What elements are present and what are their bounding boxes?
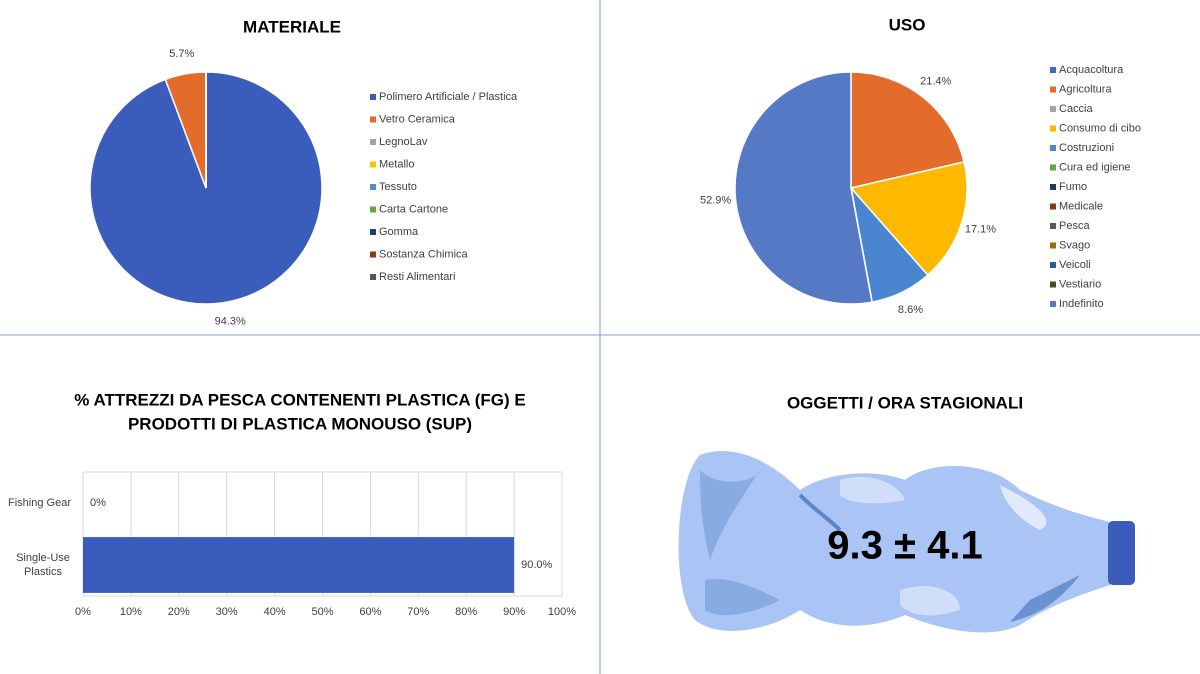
bottle-body <box>678 450 1110 633</box>
legend-label: Veicoli <box>1059 259 1091 271</box>
pie-slice <box>850 71 965 189</box>
legend-label: Gomma <box>379 226 419 238</box>
pie-slice <box>734 71 873 305</box>
legend-label: Resti Alimentari <box>379 271 455 283</box>
chart-title: PRODOTTI DI PLASTICA MONOUSO (SUP) <box>128 414 472 433</box>
x-tick-label: 60% <box>359 606 381 618</box>
x-tick-label: 100% <box>548 606 576 618</box>
data-label: 52.9% <box>700 194 731 206</box>
data-label: 8.6% <box>898 304 923 316</box>
legend-label: Metallo <box>379 158 414 170</box>
legend-marker <box>1050 125 1056 132</box>
legend-label: Sostanza Chimica <box>379 248 469 260</box>
x-tick-label: 10% <box>120 606 142 618</box>
x-tick-label: 80% <box>455 606 477 618</box>
pie-slice <box>849 161 968 277</box>
bottle-cap <box>1108 521 1135 585</box>
legend-marker <box>1050 262 1056 268</box>
legend-marker <box>1050 145 1056 151</box>
data-label: 0% <box>90 497 106 509</box>
legend-label: Fumo <box>1059 181 1087 193</box>
legend-label: LegnoLav <box>379 136 428 148</box>
bar <box>83 537 515 593</box>
legend-marker <box>1050 86 1056 93</box>
legend-marker <box>1050 203 1056 210</box>
legend-label: Vetro Ceramica <box>379 113 456 125</box>
x-tick-label: 0% <box>75 606 91 618</box>
x-tick-label: 90% <box>503 606 525 618</box>
chart-title: MATERIALE <box>243 17 341 36</box>
legend-label: Acquacoltura <box>1059 64 1124 76</box>
data-label: 21.4% <box>920 76 951 88</box>
reflection <box>1000 485 1047 530</box>
legend-marker <box>1050 242 1056 249</box>
legend-marker <box>370 206 376 213</box>
legend-label: Vestiario <box>1059 278 1101 290</box>
legend-label: Indefinito <box>1059 298 1104 310</box>
legend-label: Agricoltura <box>1059 83 1112 95</box>
x-tick-label: 50% <box>311 606 333 618</box>
bottle <box>678 450 1135 633</box>
legend-marker <box>370 94 376 100</box>
legend-label: Svago <box>1059 239 1090 251</box>
legend-marker <box>370 139 376 145</box>
y-tick-label: Fishing Gear <box>8 497 71 509</box>
data-label: 17.1% <box>965 224 996 236</box>
x-tick-label: 70% <box>407 606 429 618</box>
reflection <box>840 476 905 504</box>
legend-label: Costruzioni <box>1059 142 1114 154</box>
reflection <box>798 493 842 532</box>
data-label: 90.0% <box>521 559 552 571</box>
legend-label: Caccia <box>1059 103 1094 115</box>
reflection <box>1010 575 1080 622</box>
legend-label: Polimero Artificiale / Plastica <box>379 91 518 103</box>
legend-label: Consumo di cibo <box>1059 122 1141 134</box>
reflection <box>900 586 960 616</box>
legend-label: Pesca <box>1059 220 1090 232</box>
legend-label: Cura ed igiene <box>1059 161 1131 173</box>
plot-frame <box>82 471 563 597</box>
legend-marker <box>1050 223 1056 229</box>
chart-title: USO <box>889 15 926 34</box>
legend-marker <box>1050 184 1056 190</box>
legend-marker <box>370 229 376 235</box>
legend-marker <box>370 161 376 168</box>
x-tick-label: 20% <box>168 606 190 618</box>
y-tick-label: Single-Use Plastics <box>16 552 70 578</box>
legend-marker <box>370 274 376 280</box>
stat-title: OGGETTI / ORA STAGIONALI <box>787 393 1023 412</box>
reflection <box>700 470 760 560</box>
data-label: 94.3% <box>215 316 246 328</box>
legend-label: Tessuto <box>379 181 417 193</box>
legend-marker <box>1050 164 1056 171</box>
legend-marker <box>370 251 376 258</box>
legend-marker <box>370 116 376 123</box>
stat-value: 9.3 ± 4.1 <box>827 524 982 568</box>
legend-label: Carta Cartone <box>379 203 448 215</box>
legend-marker <box>1050 281 1056 288</box>
legend-label: Medicale <box>1059 200 1103 212</box>
legend-marker <box>370 184 376 190</box>
data-label: 5.7% <box>169 48 194 60</box>
x-tick-label: 40% <box>264 606 286 618</box>
x-tick-label: 30% <box>216 606 238 618</box>
legend-marker <box>1050 106 1056 112</box>
legend-marker <box>1050 301 1056 307</box>
reflection <box>705 579 780 616</box>
legend-marker <box>1050 67 1056 73</box>
chart-title: % ATTREZZI DA PESCA CONTENENTI PLASTICA … <box>74 390 525 409</box>
